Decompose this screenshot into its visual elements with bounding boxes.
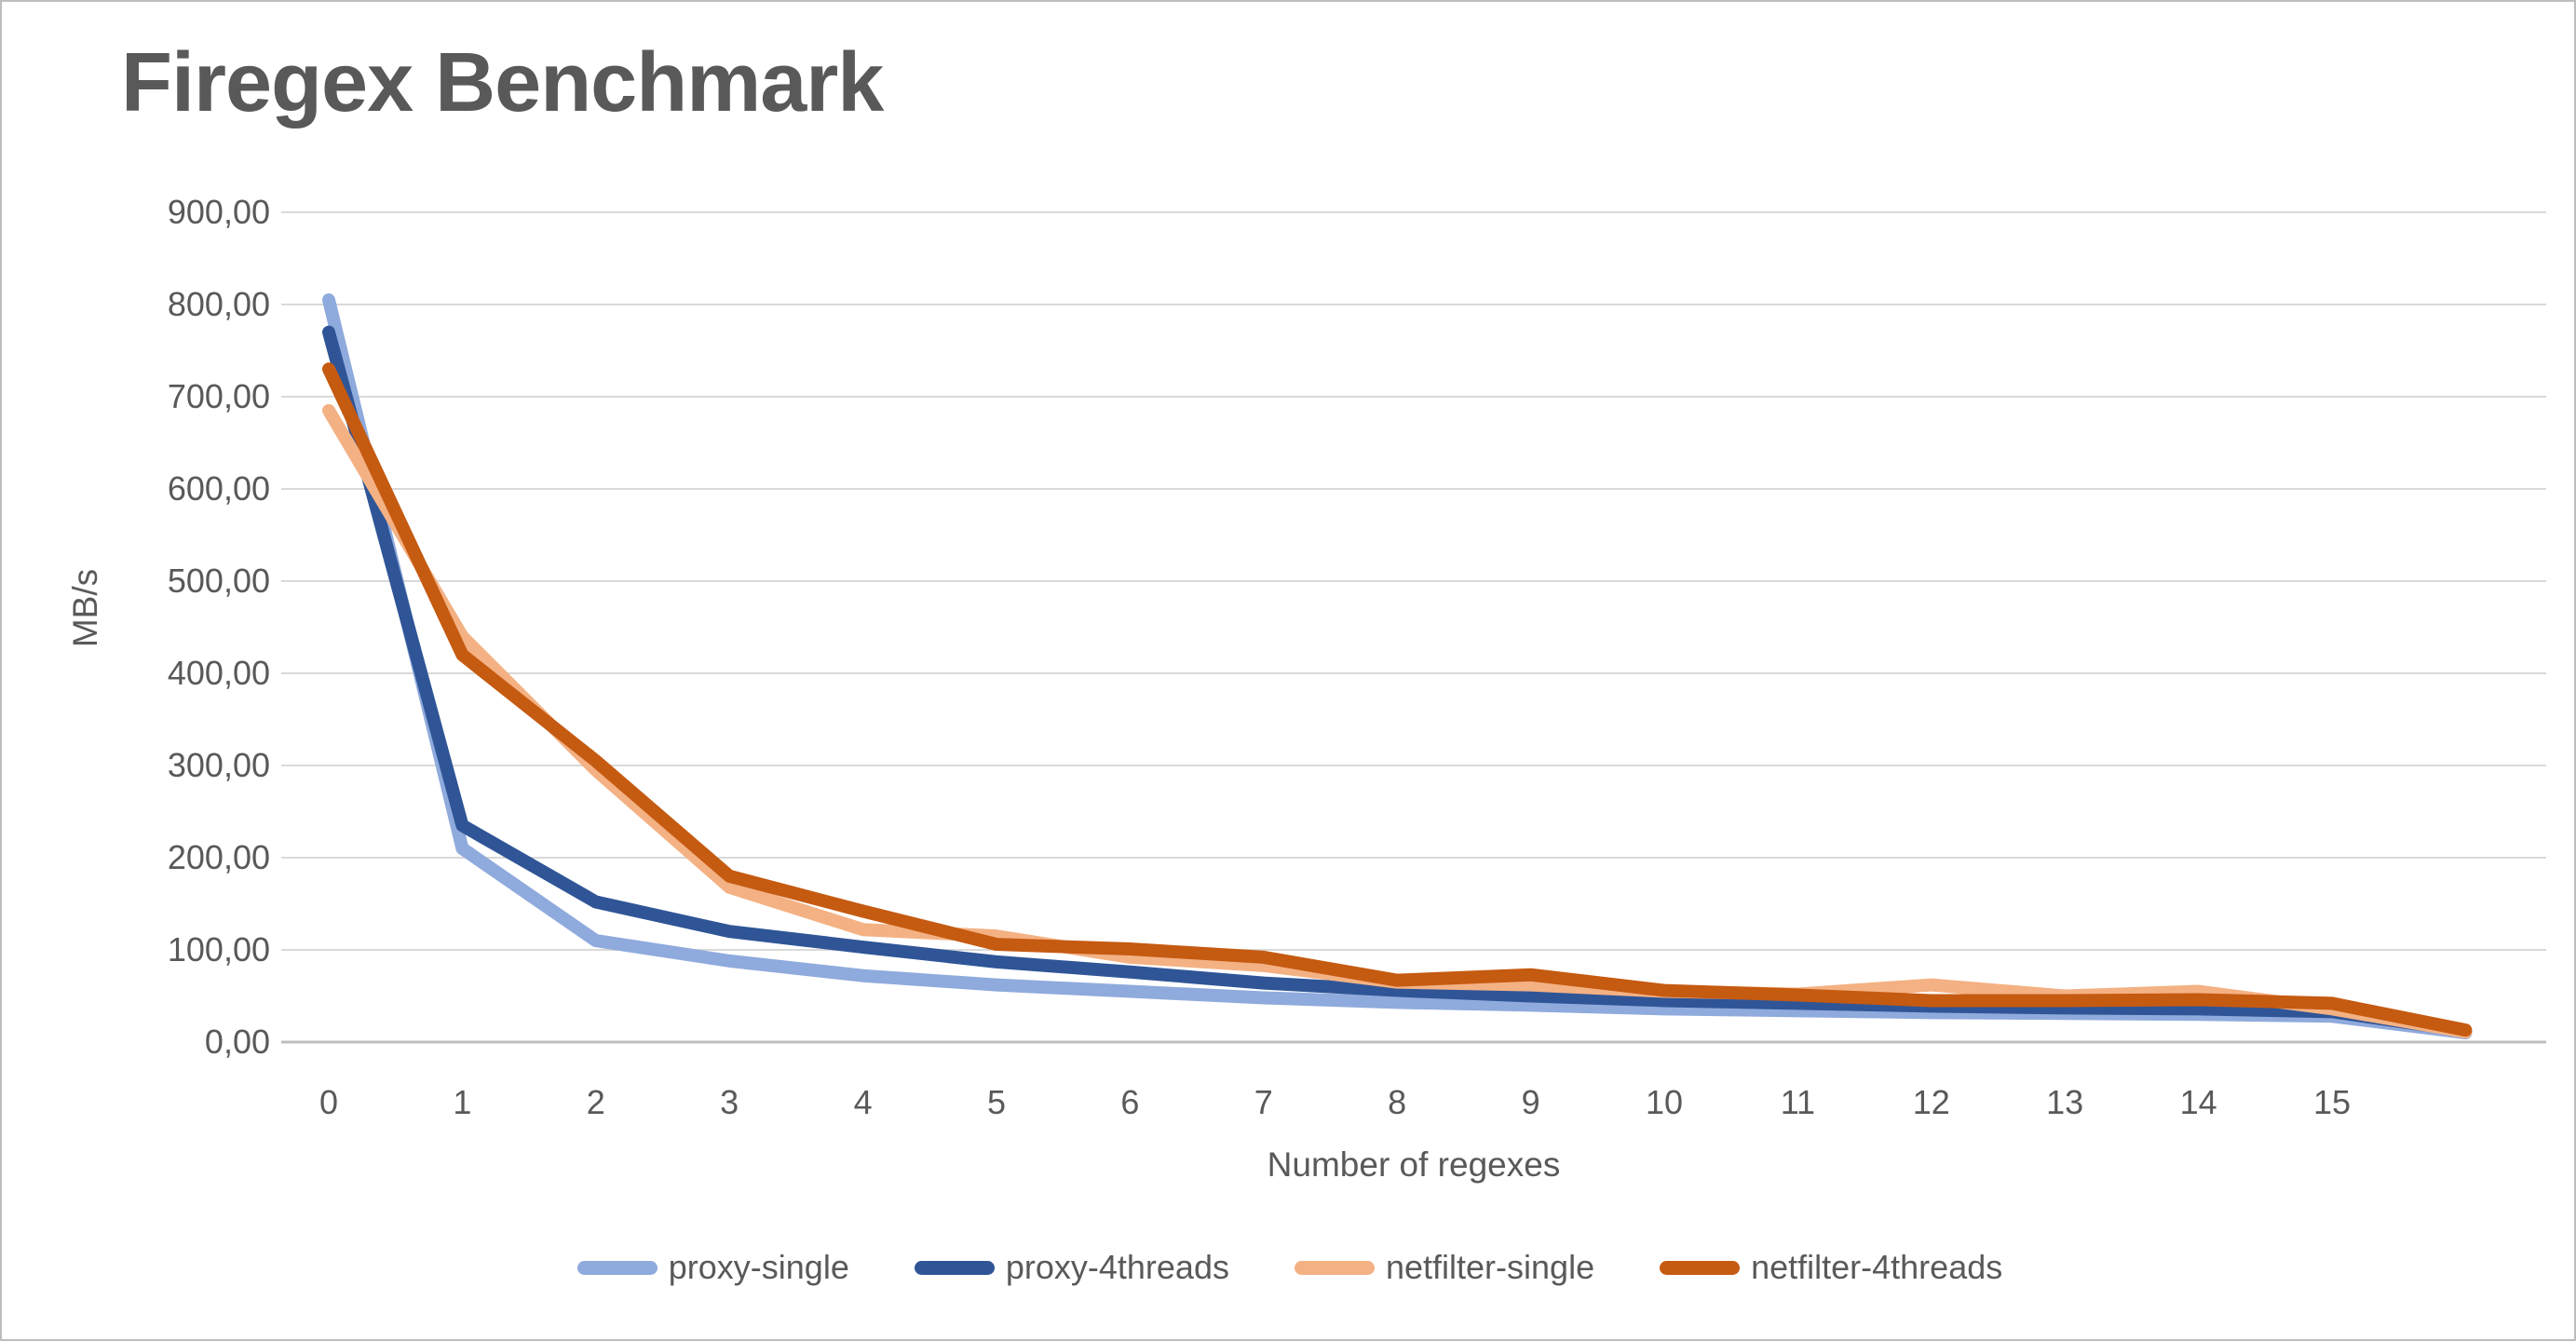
x-tick-label: 1 xyxy=(453,1083,472,1121)
x-tick-label: 10 xyxy=(1645,1083,1684,1121)
y-tick-label: 100,00 xyxy=(167,930,270,968)
x-tick-label: 6 xyxy=(1120,1083,1140,1121)
series-line-proxy-single xyxy=(322,293,2473,1040)
x-tick-label: 11 xyxy=(1780,1083,1816,1121)
x-tick-label: 0 xyxy=(319,1083,339,1121)
legend-label: proxy-4threads xyxy=(1005,1248,1229,1286)
y-tick-label: 0,00 xyxy=(204,1023,270,1061)
legend-label: proxy-single xyxy=(668,1248,849,1286)
legend-swatch-icon xyxy=(914,1260,995,1275)
y-axis-title: MB/s xyxy=(66,568,104,648)
x-tick-label: 2 xyxy=(586,1083,605,1121)
legend-item-proxy-single: proxy-single xyxy=(576,1248,849,1287)
x-tick-label: 5 xyxy=(986,1083,1007,1121)
legend-swatch-icon xyxy=(576,1260,658,1275)
y-tick-label: 900,00 xyxy=(167,193,270,231)
legend-label: netfilter-4threads xyxy=(1751,1248,2003,1286)
x-tick-label: 14 xyxy=(2179,1083,2217,1121)
legend-swatch-icon xyxy=(1294,1260,1375,1275)
chart-title: Firegex Benchmark xyxy=(121,36,884,129)
x-tick-label: 13 xyxy=(2046,1083,2084,1121)
legend-item-netfilter-4threads: netfilter-4threads xyxy=(1660,1248,2002,1287)
x-tick-label: 3 xyxy=(720,1083,739,1121)
x-tick-label: 8 xyxy=(1388,1083,1407,1121)
series-line-netfilter-4threads xyxy=(322,362,2473,1037)
legend: proxy-single proxy-4threads netfilter-sing… xyxy=(2,1248,2574,1287)
legend-swatch-icon xyxy=(1660,1260,1741,1275)
x-tick-label: 4 xyxy=(853,1083,873,1121)
x-tick-label: 9 xyxy=(1521,1083,1540,1121)
legend-item-proxy-4threads: proxy-4threads xyxy=(914,1248,1229,1287)
x-tick-label: 7 xyxy=(1254,1083,1273,1121)
y-tick-label: 300,00 xyxy=(167,746,270,784)
y-tick-label: 200,00 xyxy=(167,838,270,876)
legend-item-netfilter-single: netfilter-single xyxy=(1294,1248,1595,1287)
y-tick-label: 400,00 xyxy=(167,654,270,692)
series-line-netfilter-single xyxy=(322,403,2473,1039)
x-tick-label: 15 xyxy=(2312,1083,2352,1121)
series-line-proxy-4threads xyxy=(322,325,2473,1038)
x-axis-title: Number of regexes xyxy=(1267,1145,1561,1184)
y-tick-label: 600,00 xyxy=(167,469,270,508)
legend-label: netfilter-single xyxy=(1385,1248,1595,1286)
y-tick-label: 700,00 xyxy=(167,377,270,415)
x-tick-label: 12 xyxy=(1912,1083,1950,1121)
y-tick-label: 800,00 xyxy=(167,285,270,323)
y-tick-label: 500,00 xyxy=(167,562,270,600)
